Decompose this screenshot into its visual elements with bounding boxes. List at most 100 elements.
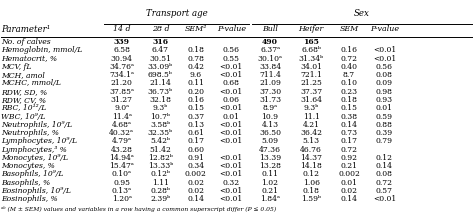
Text: 21.20: 21.20 bbox=[111, 80, 133, 88]
Text: <0.01: <0.01 bbox=[373, 46, 396, 54]
Text: Sex: Sex bbox=[354, 9, 370, 18]
Text: 33.84: 33.84 bbox=[259, 63, 281, 71]
Text: 0.37: 0.37 bbox=[187, 113, 204, 121]
Text: Hemoglobin, mmol/L: Hemoglobin, mmol/L bbox=[0, 46, 82, 54]
Text: <0.01: <0.01 bbox=[373, 195, 396, 203]
Text: 734.1ᵃ: 734.1ᵃ bbox=[109, 71, 134, 79]
Text: 0.01: 0.01 bbox=[376, 104, 393, 112]
Text: 21.14: 21.14 bbox=[149, 80, 172, 88]
Text: 34.76ᵃ: 34.76ᵃ bbox=[109, 63, 134, 71]
Text: 0.13: 0.13 bbox=[187, 121, 204, 129]
Text: RDW, SD, %: RDW, SD, % bbox=[0, 88, 47, 96]
Text: 0.12: 0.12 bbox=[303, 170, 319, 178]
Text: 0.56: 0.56 bbox=[376, 63, 393, 71]
Text: 0.92: 0.92 bbox=[340, 154, 357, 162]
Text: 711.4: 711.4 bbox=[259, 71, 281, 79]
Text: P-value: P-value bbox=[370, 25, 399, 33]
Text: ᵃᵇ (M ± SEM) values and variables in a row having a common superscript differ (P: ᵃᵇ (M ± SEM) values and variables in a r… bbox=[0, 206, 276, 212]
Text: <0.01: <0.01 bbox=[220, 121, 243, 129]
Text: 0.14: 0.14 bbox=[340, 121, 357, 129]
Text: 0.98: 0.98 bbox=[376, 88, 393, 96]
Text: Transport age: Transport age bbox=[146, 9, 208, 18]
Text: 51.42: 51.42 bbox=[149, 146, 172, 153]
Text: 1.59ᵇ: 1.59ᵇ bbox=[301, 195, 321, 203]
Text: 0.18: 0.18 bbox=[340, 96, 357, 104]
Text: 14.18: 14.18 bbox=[300, 162, 322, 170]
Text: 0.42: 0.42 bbox=[187, 63, 204, 71]
Text: 0.12: 0.12 bbox=[376, 154, 393, 162]
Text: 0.11: 0.11 bbox=[187, 80, 204, 88]
Text: Heifer: Heifer bbox=[299, 25, 324, 33]
Text: Monocytes, 10⁹/L: Monocytes, 10⁹/L bbox=[0, 154, 68, 162]
Text: 30.94: 30.94 bbox=[111, 55, 133, 63]
Text: 0.73: 0.73 bbox=[340, 129, 357, 137]
Text: 0.21: 0.21 bbox=[262, 187, 279, 195]
Text: <0.01: <0.01 bbox=[220, 63, 243, 71]
Text: 0.16: 0.16 bbox=[187, 96, 204, 104]
Text: 0.59: 0.59 bbox=[376, 113, 393, 121]
Text: 34.01: 34.01 bbox=[300, 63, 322, 71]
Text: 721.1: 721.1 bbox=[300, 71, 322, 79]
Text: 30.51: 30.51 bbox=[149, 55, 172, 63]
Text: 14 d: 14 d bbox=[113, 25, 130, 33]
Text: 47.36: 47.36 bbox=[259, 146, 281, 153]
Text: 1.02: 1.02 bbox=[262, 179, 279, 187]
Text: 14.94ᵃ: 14.94ᵃ bbox=[109, 154, 134, 162]
Text: 36.73ᵇ: 36.73ᵇ bbox=[148, 88, 173, 96]
Text: 0.11: 0.11 bbox=[262, 170, 279, 178]
Text: 0.17: 0.17 bbox=[187, 137, 204, 145]
Text: <0.01: <0.01 bbox=[220, 88, 243, 96]
Text: 37.85ᵃ: 37.85ᵃ bbox=[109, 88, 134, 96]
Text: 0.16: 0.16 bbox=[340, 46, 357, 54]
Text: Eosinophils, 10⁹/L: Eosinophils, 10⁹/L bbox=[0, 187, 71, 195]
Text: 0.55: 0.55 bbox=[223, 55, 240, 63]
Text: 0.002: 0.002 bbox=[338, 170, 360, 178]
Text: <0.01: <0.01 bbox=[220, 71, 243, 79]
Text: 0.14: 0.14 bbox=[376, 162, 393, 170]
Text: 0.15: 0.15 bbox=[187, 104, 204, 112]
Text: 165: 165 bbox=[303, 38, 319, 46]
Text: 9.0ᵃ: 9.0ᵃ bbox=[114, 104, 129, 112]
Text: 0.09: 0.09 bbox=[376, 80, 393, 88]
Text: Lymphocytes,³ %: Lymphocytes,³ % bbox=[0, 146, 66, 153]
Text: 0.14: 0.14 bbox=[340, 195, 357, 203]
Text: Monocytes, %: Monocytes, % bbox=[0, 162, 55, 170]
Text: 0.34: 0.34 bbox=[187, 162, 204, 170]
Text: 30.10ᵃ: 30.10ᵃ bbox=[257, 55, 283, 63]
Text: SEM²: SEM² bbox=[185, 25, 207, 33]
Text: 2.39ᵇ: 2.39ᵇ bbox=[150, 195, 171, 203]
Text: <0.01: <0.01 bbox=[220, 137, 243, 145]
Text: 37.37: 37.37 bbox=[300, 88, 322, 96]
Text: 0.39: 0.39 bbox=[376, 129, 393, 137]
Text: 0.10ᵃ: 0.10ᵃ bbox=[112, 170, 132, 178]
Text: <0.01: <0.01 bbox=[373, 55, 396, 63]
Text: 0.14: 0.14 bbox=[187, 195, 204, 203]
Text: 10.7ᵇ: 10.7ᵇ bbox=[150, 113, 171, 121]
Text: 31.34ᵇ: 31.34ᵇ bbox=[299, 55, 324, 63]
Text: Bull: Bull bbox=[262, 25, 278, 33]
Text: P-value: P-value bbox=[217, 25, 246, 33]
Text: 5.42ᵇ: 5.42ᵇ bbox=[150, 137, 171, 145]
Text: 0.18: 0.18 bbox=[187, 46, 204, 54]
Text: 0.60: 0.60 bbox=[187, 146, 204, 153]
Text: 1.11: 1.11 bbox=[152, 179, 169, 187]
Text: 4.21: 4.21 bbox=[303, 121, 319, 129]
Text: 46.76: 46.76 bbox=[300, 146, 322, 153]
Text: 1.84ᵃ: 1.84ᵃ bbox=[260, 195, 280, 203]
Text: 32.18: 32.18 bbox=[149, 96, 172, 104]
Text: 31.64: 31.64 bbox=[300, 96, 322, 104]
Text: <0.01: <0.01 bbox=[220, 195, 243, 203]
Text: <0.01: <0.01 bbox=[220, 129, 243, 137]
Text: 0.002: 0.002 bbox=[185, 170, 207, 178]
Text: 0.01: 0.01 bbox=[223, 113, 240, 121]
Text: 1.20ᵃ: 1.20ᵃ bbox=[112, 195, 132, 203]
Text: 9.6: 9.6 bbox=[190, 71, 202, 79]
Text: 4.13: 4.13 bbox=[262, 121, 279, 129]
Text: 13.28: 13.28 bbox=[259, 162, 281, 170]
Text: 0.17: 0.17 bbox=[340, 137, 357, 145]
Text: 13.33ᵇ: 13.33ᵇ bbox=[148, 162, 173, 170]
Text: 8.7: 8.7 bbox=[343, 71, 355, 79]
Text: 0.02: 0.02 bbox=[187, 187, 204, 195]
Text: 31.73: 31.73 bbox=[259, 96, 281, 104]
Text: Hematocrit, %: Hematocrit, % bbox=[0, 55, 57, 63]
